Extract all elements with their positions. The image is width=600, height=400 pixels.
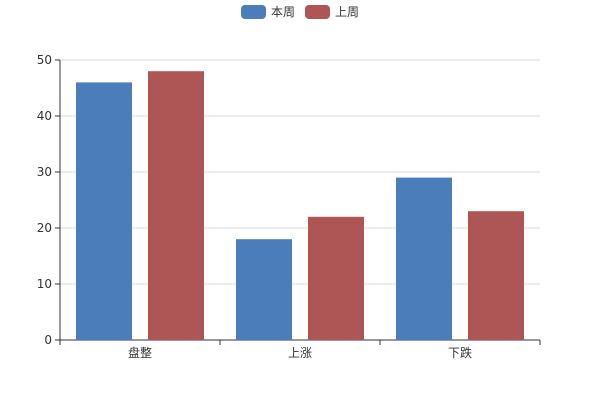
x-tick-label: 上涨	[288, 345, 312, 360]
legend: 本周 上周	[0, 3, 600, 20]
legend-swatch-series-1	[240, 4, 266, 19]
legend-item-series-2[interactable]: 上周	[305, 3, 359, 20]
legend-label-series-2: 上周	[335, 5, 360, 19]
bar-series-2[interactable]	[148, 71, 204, 340]
bar-series-2[interactable]	[308, 216, 364, 340]
x-tick-label: 下跌	[448, 345, 472, 360]
y-tick-label: 10	[37, 277, 52, 291]
y-tick-label: 0	[44, 333, 52, 347]
y-tick-label: 30	[37, 165, 52, 179]
legend-item-series-1[interactable]: 本周	[240, 3, 295, 20]
bar-series-2[interactable]	[468, 211, 524, 340]
y-tick-label: 50	[37, 53, 52, 67]
y-tick-label: 40	[37, 109, 52, 123]
bar-series-1[interactable]	[76, 82, 132, 341]
bar-series-1[interactable]	[236, 239, 292, 340]
x-tick-label: 盘整	[128, 345, 152, 360]
legend-label-series-1: 本周	[270, 5, 295, 19]
legend-swatch-series-2	[305, 4, 330, 19]
y-tick-label: 20	[37, 221, 52, 235]
bar-series-1[interactable]	[396, 177, 452, 340]
